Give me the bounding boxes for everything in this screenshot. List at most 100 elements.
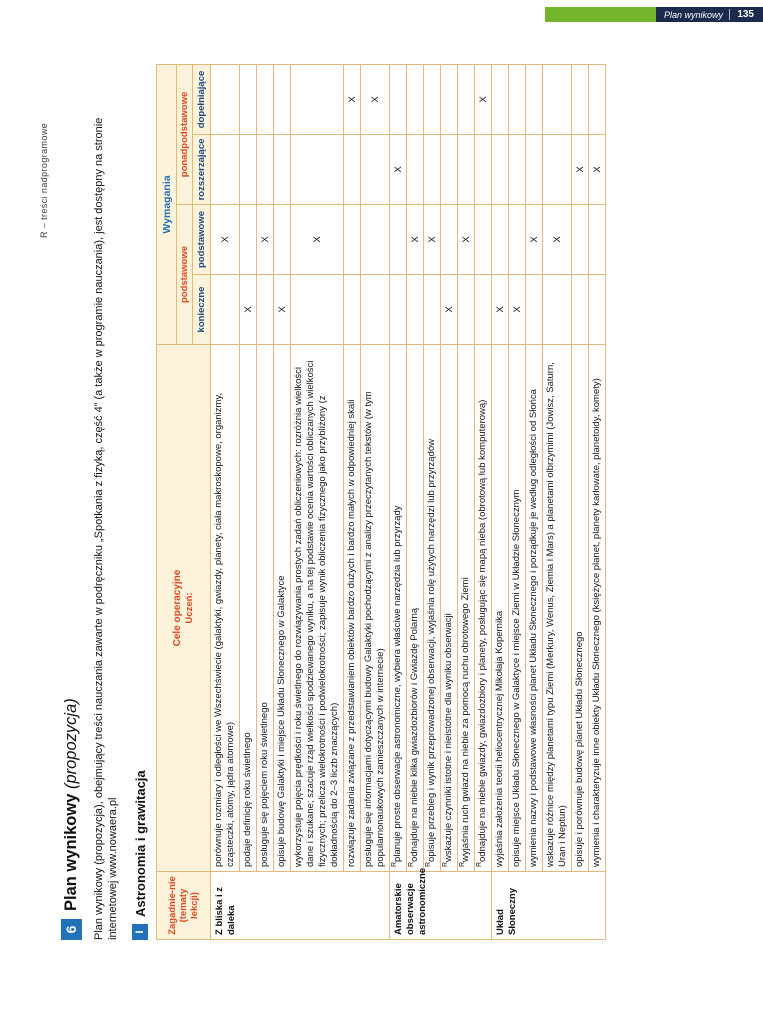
table-row: posługuje się pojęciem roku świetlnego X (256, 64, 274, 939)
requirement-cell-empty (457, 134, 475, 205)
table-row: wykorzystuje pojęcia prędkości i roku św… (290, 64, 344, 939)
table-row: podaje definicję roku świetlnego X (239, 64, 257, 939)
requirement-cell-empty (525, 134, 543, 205)
column-header-topic: Zagadnie-nie (tematy lekcji) (156, 871, 211, 940)
column-header-level-rozszerzajace: rozszerzające (192, 134, 211, 205)
goal-cell: posługuje się informacjami dotyczącymi b… (360, 344, 390, 872)
x-mark-cell: X (440, 274, 458, 345)
column-header-requirements: Wymagania (156, 64, 177, 345)
table-row: Rwyjaśnia ruch gwiazd na niebie za pomoc… (457, 64, 475, 939)
column-header-level-konieczne: konieczne (192, 274, 211, 345)
requirement-cell-empty (457, 64, 475, 135)
requirement-cell-empty (406, 64, 424, 135)
section-header-row: I Astronomia i grawitacja (132, 65, 148, 940)
goal-cell: Rwyjaśnia ruch gwiazd na niebie za pomoc… (457, 344, 475, 872)
table-header: Zagadnie-nie (tematy lekcji) Cele operac… (156, 64, 211, 940)
section-title: Astronomia i grawitacja (132, 770, 148, 917)
table-row: Rwskazuje czynniki istotne i nieistotne … (440, 64, 458, 939)
x-mark-cell: X (406, 204, 424, 275)
topic-cell: Amatorskie obserwacje astronomiczne (389, 868, 492, 940)
requirement-cell-empty (239, 204, 257, 275)
goal-cell: podaje definicję roku świetlnego (239, 344, 257, 872)
title-suffix: (propozycja) (61, 698, 80, 790)
running-header-label: Plan wynikowy (664, 9, 724, 20)
table-row: rozwiązuje zadania związane z przedstawi… (343, 64, 361, 939)
page-header-bar: Plan wynikowy 135 (545, 7, 763, 22)
margin-note-r-legend: R – treści nadprogramowe (39, 122, 49, 238)
x-mark-cell: X (423, 204, 441, 275)
x-mark-cell: X (457, 204, 475, 275)
table-row: Rodnajduje na niebie kilka gwiazdozbioró… (406, 64, 424, 939)
rotated-content: 6 Plan wynikowy (propozycja) Plan wyniko… (60, 64, 745, 940)
intro-paragraph: Plan wynikowy (propozycja), obejmujący t… (93, 117, 119, 940)
column-header-level-dopelniajace: dopełniające (192, 64, 211, 135)
requirement-cell-empty (571, 204, 589, 275)
requirement-cell-empty (571, 64, 589, 135)
requirement-cell-empty (256, 134, 274, 205)
column-header-above-basic-group: ponadpodstawowe (176, 64, 193, 205)
r-extra-content-marker: R (458, 861, 466, 867)
requirement-cell-empty (588, 274, 606, 345)
requirement-cell-empty (474, 134, 492, 205)
x-mark-cell: X (290, 204, 344, 275)
x-mark-cell: X (542, 204, 572, 275)
goal-cell: wymienia nazwy i podstawowe własności pl… (525, 344, 543, 872)
column-header-basic-group: podstawowe (176, 204, 193, 345)
requirement-cell-empty (343, 134, 361, 205)
requirement-cell-empty (256, 274, 274, 345)
requirement-cell-empty (360, 204, 390, 275)
goal-cell: Ropisuje przebieg i wynik przeprowadzone… (423, 344, 441, 872)
header-green-accent (545, 7, 656, 22)
x-mark-cell: X (571, 134, 589, 205)
requirement-cell-empty (508, 134, 526, 205)
goal-cell: wykorzystuje pojęcia prędkości i roku św… (290, 344, 344, 872)
x-mark-cell: X (239, 274, 257, 345)
requirement-cell-empty (423, 134, 441, 205)
table-row: wymienia nazwy i podstawowe własności pl… (525, 64, 543, 939)
requirement-cell-empty (491, 204, 509, 275)
table-row: Amatorskie obserwacje astronomiczne Rplan… (389, 64, 492, 940)
topic-cell: Układ Słoneczny (491, 871, 606, 940)
requirement-cell-empty (542, 134, 572, 205)
section-number-badge: I (132, 924, 148, 940)
goal-cell: Rodnajduje na niebie gwiazdy, gwiazdozbi… (474, 344, 492, 872)
table-row: opisuje budowę Galaktyki i miejsce Układ… (273, 64, 291, 939)
x-mark-cell: X (491, 274, 509, 345)
requirement-cell-empty (239, 64, 257, 135)
requirement-cell-empty (343, 204, 361, 275)
goal-cell: wskazuje różnice między planetami typu Z… (542, 344, 572, 872)
requirement-cell-empty (239, 134, 257, 205)
requirement-cell-empty (210, 64, 240, 135)
r-extra-content-marker: R (424, 861, 432, 867)
x-mark-cell: X (273, 274, 291, 345)
table-row: opisuje miejsce Układu Słonecznego w Gal… (508, 64, 526, 939)
goal-cell: Rwskazuje czynniki istotne i nieistotne … (440, 344, 458, 872)
goal-cell: opisuje i porównuje budowę planet Układu… (571, 344, 589, 872)
requirement-cell-empty (210, 274, 240, 345)
requirement-cell-empty (440, 134, 458, 205)
x-mark-cell: X (210, 204, 240, 275)
requirement-cell-empty (491, 64, 509, 135)
requirement-cell-empty (491, 134, 509, 205)
r-extra-content-marker: R (475, 861, 483, 867)
goal-cell: Rodnajduje na niebie kilka gwiazdozbioró… (406, 344, 424, 872)
requirement-cell-empty (457, 274, 475, 345)
column-header-level-podstawowe: podstawowe (192, 204, 211, 275)
requirement-cell-empty (440, 204, 458, 275)
table-row: Z bliska i z daleka porównuje rozmiary i … (210, 64, 390, 940)
requirement-cell-empty (588, 64, 606, 135)
requirement-cell-empty (406, 274, 424, 345)
requirement-cell-empty (508, 64, 526, 135)
requirement-cell-empty (542, 64, 572, 135)
topic-cell: Z bliska i z daleka (210, 871, 390, 940)
goal-cell: opisuje miejsce Układu Słonecznego w Gal… (508, 344, 526, 872)
r-extra-content-marker: R (441, 861, 449, 867)
column-header-goals-line2: Uczeń: (184, 592, 195, 624)
table-row: posługuje się informacjami dotyczącymi b… (360, 64, 390, 939)
goal-cell: wyjaśnia założenia teorii heliocentryczn… (491, 344, 509, 872)
goal-cell: posługuje się pojęciem roku świetlnego (256, 344, 274, 872)
x-mark-cell: X (588, 134, 606, 205)
requirement-cell-empty (290, 274, 344, 345)
requirement-cell-empty (273, 134, 291, 205)
